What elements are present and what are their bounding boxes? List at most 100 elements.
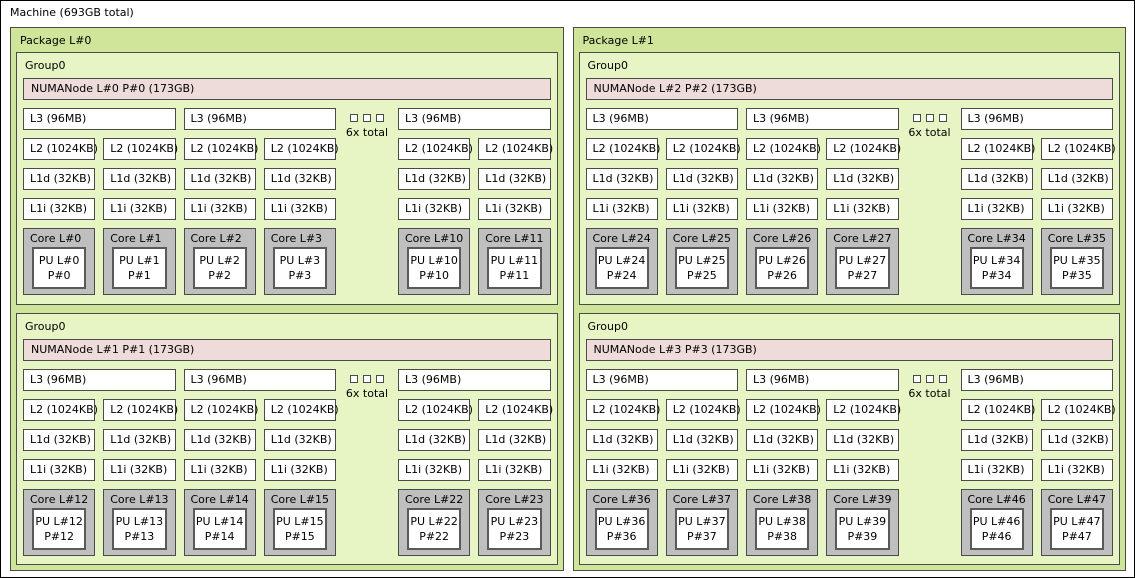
pu-number: P#35 xyxy=(1061,269,1092,282)
pu-number: P#27 xyxy=(847,269,878,282)
pu-number: P#34 xyxy=(981,269,1012,282)
core-columns: L2 (1024KB) L1d (32KB) L1i (32KB) Core L#22… xyxy=(398,398,553,556)
l1i-cache-box: L1i (32KB) xyxy=(183,458,256,481)
pu-box: PU L#15 P#15 xyxy=(272,507,327,550)
l1d-cache-box: L1d (32KB) xyxy=(585,168,658,190)
group: Group0 NUMANode L#2 P#2 (173GB) L3 (96MB) L… xyxy=(578,52,1120,305)
group-label: Group0 xyxy=(25,59,66,72)
core-box: Core L#46 PU L#46 P#46 xyxy=(960,488,1033,556)
l1d-cache-box: L1d (32KB) xyxy=(746,168,819,190)
pu-label: PU L#14 xyxy=(195,514,244,528)
core-label: Core L#47 xyxy=(1047,492,1107,506)
core-box: Core L#23 PU L#23 P#23 xyxy=(478,488,551,556)
core-columns: L2 (1024KB) L1d (32KB) L1i (32KB) Core L#14… xyxy=(183,398,339,556)
package-l1: Package L#1 Group0 NUMANode L#2 P#2 (173GB… xyxy=(572,27,1126,571)
pu-label: PU L#39 xyxy=(838,514,887,528)
pu-number: P#0 xyxy=(47,269,71,282)
core-label: Core L#3 xyxy=(270,232,323,245)
l1d-cache-box: L1d (32KB) xyxy=(398,168,471,190)
collapse-square-icon xyxy=(363,374,371,383)
numanode: NUMANode L#2 P#2 (173GB) xyxy=(585,78,1113,100)
l1d-cache-box: L1d (32KB) xyxy=(665,168,738,190)
l1d-cache-box: L1d (32KB) xyxy=(478,428,551,451)
pu-box: PU L#47 P#47 xyxy=(1049,507,1104,550)
l1d-cache-box: L1d (32KB) xyxy=(960,428,1033,451)
core-columns: L2 (1024KB) L1d (32KB) L1i (32KB) Core L#46… xyxy=(960,398,1116,556)
core-label: Core L#25 xyxy=(672,232,732,245)
pu-box: PU L#25 P#25 xyxy=(674,247,729,289)
l2-cache-box: L2 (1024KB) xyxy=(585,138,660,160)
collapse-indicator: 6x total xyxy=(907,108,953,139)
core-column: L2 (1024KB) L1d (32KB) L1i (32KB) Core L#36… xyxy=(585,398,660,556)
l3-column: L3 (96MB) L2 (1024KB) L1d (32KB) L1i (32KB)… xyxy=(398,108,553,295)
l3-column: L3 (96MB) L2 (1024KB) L1d (32KB) L1i (32KB)… xyxy=(585,108,741,295)
core-box: Core L#14 PU L#14 P#14 xyxy=(183,488,256,556)
l3-cache-box: L3 (96MB) xyxy=(960,368,1113,391)
l1i-cache-box: L1i (32KB) xyxy=(585,198,658,220)
core-column: L2 (1024KB) L1d (32KB) L1i (32KB) Core L#26… xyxy=(746,138,821,295)
core-label: Core L#13 xyxy=(110,492,169,506)
l3-column: L3 (96MB) L2 (1024KB) L1d (32KB) L1i (32KB)… xyxy=(183,368,339,556)
core-label: Core L#36 xyxy=(592,492,651,506)
core-label: Core L#26 xyxy=(753,232,812,245)
core-columns: L2 (1024KB) L1d (32KB) L1i (32KB) Core L#10… xyxy=(398,138,553,295)
core-column: L2 (1024KB) L1d (32KB) L1i (32KB) Core L#23… xyxy=(478,398,553,556)
l1d-cache-box: L1d (32KB) xyxy=(183,168,256,190)
pu-number: P#47 xyxy=(1061,529,1092,543)
collapse-square-icon xyxy=(376,374,384,383)
pu-box: PU L#12 P#12 xyxy=(32,507,87,550)
cache-area: L3 (96MB) L2 (1024KB) L1d (32KB) L1i (32KB)… xyxy=(585,368,1116,556)
l2-cache-box: L2 (1024KB) xyxy=(746,138,821,160)
cache-area: L3 (96MB) L2 (1024KB) L1d (32KB) L1i (32KB)… xyxy=(585,108,1116,295)
pu-number: P#36 xyxy=(606,529,637,543)
l3-cache-box: L3 (96MB) xyxy=(746,108,899,130)
pu-number: P#15 xyxy=(284,529,315,543)
core-box: Core L#27 PU L#27 P#27 xyxy=(826,228,899,295)
collapse-square-icon xyxy=(925,114,934,122)
core-box: Core L#36 PU L#36 P#36 xyxy=(585,488,658,556)
collapse-count-label: 6x total xyxy=(345,386,389,400)
l1i-cache-box: L1i (32KB) xyxy=(960,458,1033,481)
l2-cache-box: L2 (1024KB) xyxy=(826,138,901,160)
pu-box: PU L#23 P#23 xyxy=(487,507,542,550)
pu-number: P#13 xyxy=(124,529,155,543)
package-label: Package L#0 xyxy=(20,34,92,47)
pu-number: P#46 xyxy=(981,529,1012,543)
core-column: L2 (1024KB) L1d (32KB) L1i (32KB) Core L#13… xyxy=(103,398,178,556)
l3-cache-box: L3 (96MB) xyxy=(183,108,336,130)
l3-cache-box: L3 (96MB) xyxy=(746,368,899,391)
core-column: L2 (1024KB) L1d (32KB) L1i (32KB) Core L#25… xyxy=(665,138,741,295)
core-column: L2 (1024KB) L1d (32KB) L1i (32KB) Core L#11… xyxy=(478,138,553,295)
pu-label: PU L#2 xyxy=(199,254,240,267)
core-label: Core L#27 xyxy=(833,232,892,245)
l3-column: L3 (96MB) L2 (1024KB) L1d (32KB) L1i (32KB)… xyxy=(960,368,1116,556)
core-box: Core L#12 PU L#12 P#12 xyxy=(23,488,96,556)
l3-column: L3 (96MB) L2 (1024KB) L1d (32KB) L1i (32KB)… xyxy=(183,108,339,295)
l2-cache-box: L2 (1024KB) xyxy=(585,398,660,421)
l1d-cache-box: L1d (32KB) xyxy=(1040,428,1113,451)
packages-row: Package L#0 Group0 NUMANode L#0 P#0 (173GB… xyxy=(10,27,1126,571)
core-label: Core L#46 xyxy=(967,492,1026,506)
core-column: L2 (1024KB) L1d (32KB) L1i (32KB) Core L#22… xyxy=(398,398,473,556)
l3-column: L3 (96MB) L2 (1024KB) L1d (32KB) L1i (32KB)… xyxy=(398,368,553,556)
core-column: L2 (1024KB) L1d (32KB) L1i (32KB) Core L#34… xyxy=(960,138,1035,295)
core-column: L2 (1024KB) L1d (32KB) L1i (32KB) Core L#15… xyxy=(263,398,339,556)
group-label: Group0 xyxy=(587,319,629,333)
pu-number: P#14 xyxy=(204,529,235,543)
l1i-cache-box: L1i (32KB) xyxy=(665,198,738,220)
collapse-squares xyxy=(912,114,947,122)
l2-cache-box: L2 (1024KB) xyxy=(665,398,741,421)
groups: Group0 NUMANode L#0 P#0 (173GB) L3 (96MB) L… xyxy=(16,52,558,565)
pu-label: PU L#0 xyxy=(38,254,80,267)
l1i-cache-box: L1i (32KB) xyxy=(960,198,1033,220)
l2-cache-box: L2 (1024KB) xyxy=(398,398,473,421)
pu-box: PU L#10 P#10 xyxy=(407,247,462,289)
pu-number: P#37 xyxy=(686,529,717,543)
pu-label: PU L#3 xyxy=(279,254,321,267)
core-column: L2 (1024KB) L1d (32KB) L1i (32KB) Core L#12… xyxy=(23,398,98,556)
pu-label: PU L#15 xyxy=(276,514,324,528)
pu-box: PU L#39 P#39 xyxy=(835,507,890,550)
core-box: Core L#25 PU L#25 P#25 xyxy=(665,228,738,295)
pu-box: PU L#46 P#46 xyxy=(969,507,1024,550)
l1d-cache-box: L1d (32KB) xyxy=(183,428,256,451)
